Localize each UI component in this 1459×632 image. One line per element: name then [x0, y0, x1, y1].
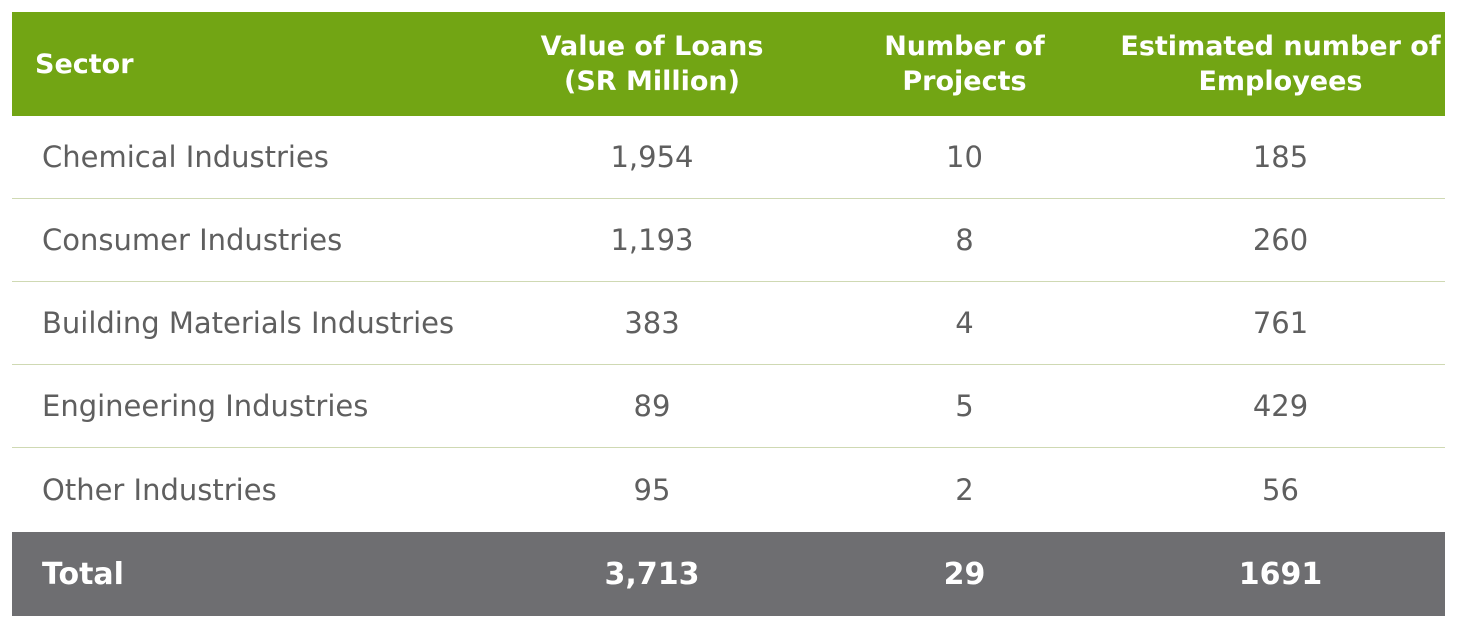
cell-employees: 761	[1252, 306, 1309, 340]
header-loans-line1: Value of Loans	[540, 31, 764, 62]
total-label: Total	[42, 556, 124, 592]
cell-sector: Building Materials Industries	[42, 306, 455, 340]
cell-projects: 10	[946, 140, 983, 174]
cell-loans: 1,954	[610, 140, 694, 174]
cell-projects: 4	[955, 306, 974, 340]
table-row: Other Industries 95 2 56	[12, 448, 1445, 532]
cell-employees: 429	[1252, 389, 1309, 423]
table-row: Engineering Industries 89 5 429	[12, 365, 1445, 448]
cell-loans: 95	[633, 473, 671, 507]
header-sector-label: Sector	[35, 48, 134, 80]
cell-projects: 8	[955, 223, 974, 257]
total-row: Total 3,713 29 1691	[12, 532, 1445, 616]
sector-loans-table: Sector Value of Loans (SR Million) Numbe…	[12, 12, 1445, 616]
table-row: Chemical Industries 1,954 10 185	[12, 116, 1445, 199]
header-projects-line2: Projects	[902, 66, 1027, 97]
cell-sector: Engineering Industries	[42, 389, 369, 423]
header-loans-line2: (SR Million)	[564, 66, 740, 97]
cell-sector: Chemical Industries	[42, 140, 329, 174]
cell-employees: 56	[1262, 473, 1299, 507]
header-sector: Sector	[12, 12, 522, 116]
cell-employees: 185	[1252, 140, 1309, 174]
cell-projects: 5	[955, 389, 974, 423]
header-employees: Estimated number of Employees	[1112, 12, 1445, 116]
header-employees-line1: Estimated number of	[1120, 31, 1441, 62]
table-row: Building Materials Industries 383 4 761	[12, 282, 1445, 365]
header-projects: Number of Projects	[812, 12, 1112, 116]
cell-loans: 383	[624, 306, 680, 340]
header-loans: Value of Loans (SR Million)	[522, 12, 812, 116]
cell-sector: Consumer Industries	[42, 223, 343, 257]
total-loans: 3,713	[604, 556, 700, 592]
cell-sector: Other Industries	[42, 473, 277, 507]
table-header: Sector Value of Loans (SR Million) Numbe…	[12, 12, 1445, 116]
total-projects: 29	[943, 556, 986, 592]
cell-projects: 2	[955, 473, 974, 507]
cell-loans: 1,193	[610, 223, 694, 257]
header-employees-line2: Employees	[1198, 66, 1363, 97]
table-row: Consumer Industries 1,193 8 260	[12, 199, 1445, 282]
total-employees: 1691	[1238, 556, 1323, 592]
cell-employees: 260	[1252, 223, 1309, 257]
header-projects-line1: Number of	[884, 31, 1045, 62]
cell-loans: 89	[633, 389, 671, 423]
